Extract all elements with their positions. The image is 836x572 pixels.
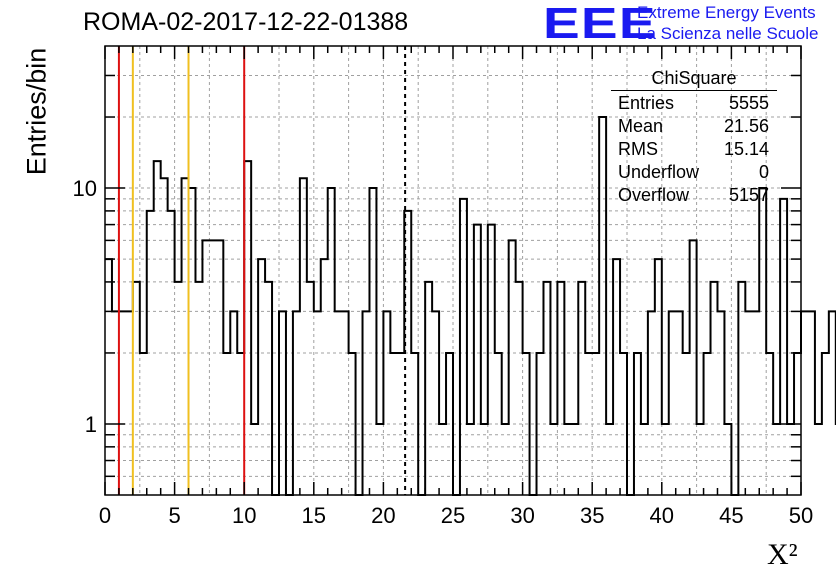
x-tick-label: 35 (580, 503, 604, 528)
stats-value: 5157 (728, 185, 769, 205)
stats-title: ChiSquare (611, 68, 777, 91)
x-tick-label: 50 (789, 503, 813, 528)
x-tick-label: 30 (510, 503, 534, 528)
stats-value: 5555 (728, 93, 769, 113)
stats-value: 15.14 (723, 139, 769, 159)
x-tick-label: 40 (650, 503, 674, 528)
axes: 0 5 10 15 20 25 30 35 40 45 50 1 10 (73, 45, 813, 528)
stats-row-overflow: Overflow 5157 (611, 185, 777, 208)
plot-title: ROMA-02-2017-12-22-01388 (83, 8, 409, 36)
stats-row-rms: RMS 15.14 (611, 139, 777, 162)
reference-lines (117, 46, 407, 495)
stats-label: RMS (618, 139, 658, 159)
x-tick-label: 15 (302, 503, 326, 528)
stats-row-underflow: Underflow 0 (611, 162, 777, 185)
x-tick-label: 5 (168, 503, 180, 528)
y-tick-label: 1 (85, 412, 97, 437)
histogram-outline (105, 116, 836, 496)
histogram-series (105, 116, 836, 496)
stats-value: 21.56 (723, 116, 769, 136)
stats-value: 0 (758, 162, 769, 182)
org-name-line-2: La Scienza nelle Scuole (637, 24, 819, 43)
x-tick-label: 0 (99, 503, 111, 528)
x-tick-label: 45 (719, 503, 743, 528)
stats-label: Entries (618, 93, 675, 113)
stats-row-mean: Mean 21.56 (611, 116, 777, 139)
stats-label: Mean (618, 116, 664, 136)
x-tick-label: 10 (232, 503, 256, 528)
stats-box: ChiSquare Entries 5555 Mean 21.56 RMS 15… (611, 68, 777, 208)
x-axis-title: X² (767, 538, 798, 571)
x-tick-label: 25 (441, 503, 465, 528)
x-tick-label: 20 (371, 503, 395, 528)
stats-label: Overflow (618, 185, 690, 205)
eee-logo: EEE (543, 0, 657, 48)
stats-label: Underflow (618, 162, 700, 182)
y-axis-title: Entries/bin (21, 47, 52, 176)
y-tick-label: 10 (73, 176, 97, 201)
stats-row-entries: Entries 5555 (611, 93, 777, 116)
org-name-line-1: Extreme Energy Events (637, 3, 816, 22)
